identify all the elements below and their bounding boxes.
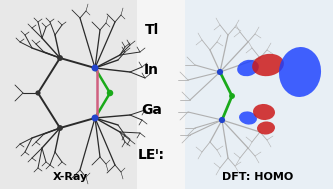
Ellipse shape [257, 122, 275, 135]
Text: DFT: HOMO: DFT: HOMO [222, 172, 294, 182]
Point [57, 126, 63, 129]
Bar [185, 0, 333, 189]
Ellipse shape [253, 104, 275, 120]
Point [92, 116, 98, 119]
Text: X-Ray: X-Ray [52, 172, 88, 182]
Point [229, 94, 235, 98]
Text: In: In [144, 63, 159, 77]
Point [57, 57, 63, 60]
Text: LEᴵ:: LEᴵ: [138, 148, 165, 162]
Text: Ga: Ga [141, 103, 162, 117]
Point [107, 91, 113, 94]
Ellipse shape [279, 47, 321, 97]
Ellipse shape [237, 60, 259, 76]
Point [35, 91, 41, 94]
Point [217, 70, 223, 74]
Ellipse shape [239, 111, 257, 125]
Text: Tl: Tl [145, 23, 159, 37]
Point [92, 67, 98, 70]
Ellipse shape [252, 54, 284, 76]
Point [219, 119, 225, 122]
Bar [0, 0, 137, 189]
